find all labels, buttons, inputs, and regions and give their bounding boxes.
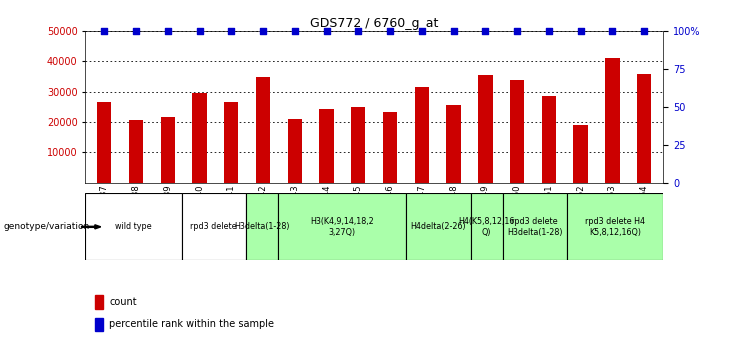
- Bar: [95, 295, 103, 309]
- Point: [606, 28, 618, 34]
- Point: [638, 28, 650, 34]
- Point: [257, 28, 269, 34]
- Bar: [95, 318, 103, 331]
- Text: H4(K5,8,12,16
Q): H4(K5,8,12,16 Q): [459, 217, 515, 237]
- Bar: [351, 107, 365, 183]
- Point: [193, 28, 205, 34]
- Bar: [129, 120, 143, 183]
- Point: [416, 28, 428, 34]
- Text: genotype/variation: genotype/variation: [4, 222, 90, 231]
- Bar: [246, 193, 278, 260]
- Point: [99, 28, 110, 34]
- Bar: [256, 77, 270, 183]
- Bar: [161, 117, 175, 183]
- Point: [479, 28, 491, 34]
- Point: [511, 28, 523, 34]
- Bar: [446, 105, 461, 183]
- Text: H4delta(2-26): H4delta(2-26): [411, 222, 466, 231]
- Point: [353, 28, 365, 34]
- Point: [225, 28, 237, 34]
- Bar: [510, 80, 524, 183]
- Bar: [478, 75, 493, 183]
- Title: GDS772 / 6760_g_at: GDS772 / 6760_g_at: [310, 17, 439, 30]
- Bar: [415, 87, 429, 183]
- Text: percentile rank within the sample: percentile rank within the sample: [110, 319, 274, 329]
- Point: [321, 28, 333, 34]
- Bar: [288, 119, 302, 183]
- Text: H3(K4,9,14,18,2
3,27Q): H3(K4,9,14,18,2 3,27Q): [310, 217, 374, 237]
- Bar: [383, 112, 397, 183]
- Bar: [224, 102, 239, 183]
- Bar: [182, 193, 246, 260]
- Bar: [319, 109, 333, 183]
- Bar: [567, 193, 663, 260]
- Point: [448, 28, 459, 34]
- Bar: [605, 58, 619, 183]
- Text: wild type: wild type: [115, 222, 152, 231]
- Bar: [406, 193, 471, 260]
- Point: [543, 28, 555, 34]
- Bar: [193, 93, 207, 183]
- Text: rpd3 delete
H3delta(1-28): rpd3 delete H3delta(1-28): [507, 217, 562, 237]
- Bar: [471, 193, 502, 260]
- Bar: [502, 193, 567, 260]
- Point: [289, 28, 301, 34]
- Point: [162, 28, 173, 34]
- Point: [130, 28, 142, 34]
- Bar: [85, 193, 182, 260]
- Bar: [97, 102, 111, 183]
- Bar: [574, 125, 588, 183]
- Point: [384, 28, 396, 34]
- Point: [575, 28, 587, 34]
- Text: rpd3 delete: rpd3 delete: [190, 222, 237, 231]
- Bar: [278, 193, 406, 260]
- Text: rpd3 delete H4
K5,8,12,16Q): rpd3 delete H4 K5,8,12,16Q): [585, 217, 645, 237]
- Bar: [542, 96, 556, 183]
- Bar: [637, 73, 651, 183]
- Text: H3delta(1-28): H3delta(1-28): [234, 222, 290, 231]
- Text: count: count: [110, 297, 137, 307]
